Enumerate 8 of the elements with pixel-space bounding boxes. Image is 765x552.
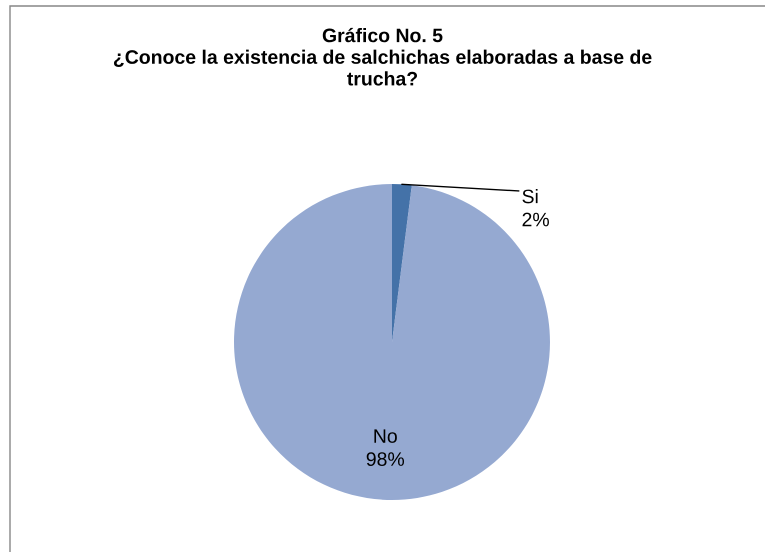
slice-label: Si bbox=[522, 189, 538, 204]
slice-label: No bbox=[374, 429, 397, 443]
pie-slice bbox=[234, 184, 550, 500]
chart-title: Gráfico No. 5 bbox=[322, 28, 442, 42]
data-label: 98% bbox=[366, 452, 404, 466]
pie-slice bbox=[392, 184, 412, 342]
chart-subtitle: ¿Conoce la existencia de salchichas elaboradas a base de trucha? bbox=[114, 50, 652, 86]
data-label: 2% bbox=[522, 212, 549, 226]
